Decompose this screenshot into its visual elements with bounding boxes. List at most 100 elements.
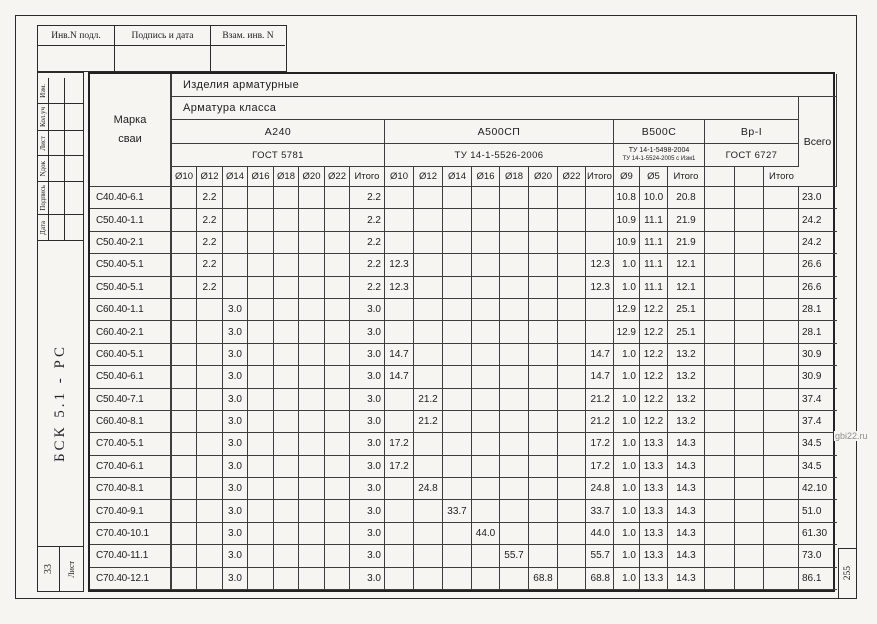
value-cell: 44.0 — [586, 522, 614, 546]
row-total-cell: 42.10 — [799, 478, 837, 501]
value-cell — [248, 478, 274, 501]
value-cell — [443, 298, 472, 322]
value-cell: 13.2 — [668, 343, 705, 367]
stamp-cell-vzam-inv: Взам. инв. N — [211, 26, 285, 46]
value-cell: 17.2 — [385, 433, 414, 456]
value-cell — [764, 366, 799, 389]
value-cell — [764, 254, 799, 277]
value-cell — [705, 388, 735, 411]
value-cell — [764, 343, 799, 367]
pile-mark-cell: С50.40-5.1 — [90, 276, 172, 299]
value-cell — [443, 254, 472, 277]
value-cell — [472, 321, 500, 344]
value-cell: 14.3 — [668, 433, 705, 456]
value-cell — [705, 276, 735, 299]
value-cell — [500, 433, 529, 456]
value-cell — [472, 231, 500, 255]
value-cell — [248, 276, 274, 299]
value-cell — [248, 298, 274, 322]
sheet-number: 33 — [43, 564, 54, 574]
revision-empty-cell — [65, 156, 83, 182]
value-cell: 3.0 — [223, 455, 248, 479]
value-cell — [172, 231, 197, 255]
row-total-cell: 86.1 — [799, 568, 837, 590]
value-cell — [558, 410, 586, 434]
revision-empty-cell — [65, 131, 83, 156]
value-cell — [705, 567, 735, 590]
value-cell — [274, 298, 299, 322]
value-cell — [735, 366, 764, 389]
value-cell: 20.8 — [668, 187, 705, 210]
value-cell: 3.0 — [223, 478, 248, 501]
value-cell — [325, 366, 350, 389]
pile-mark-cell: С70.40-9.1 — [90, 500, 172, 523]
pile-mark-cell: С60.40-1.1 — [90, 298, 172, 322]
value-cell — [172, 567, 197, 590]
value-cell — [172, 343, 197, 367]
value-cell — [735, 298, 764, 322]
group-standard-b500s: ТУ 14-1-5498-2004 ТУ 14-1-5524-2005 с Из… — [614, 144, 705, 167]
value-cell — [248, 433, 274, 456]
value-cell: 12.2 — [640, 321, 668, 344]
value-cell — [529, 276, 558, 299]
value-cell: 1.0 — [614, 366, 640, 389]
value-cell — [764, 455, 799, 479]
value-cell — [274, 187, 299, 210]
value-cell: 1.0 — [614, 545, 640, 568]
value-cell — [472, 254, 500, 277]
diameter-header-cell: Ø12 — [414, 167, 443, 187]
group-header-b500s: В500С — [614, 120, 705, 144]
value-cell — [325, 298, 350, 322]
value-cell — [414, 209, 443, 232]
value-cell: 3.0 — [350, 567, 385, 590]
value-cell: 14.3 — [668, 522, 705, 546]
revision-empty-cell — [49, 215, 65, 241]
value-cell — [248, 388, 274, 411]
pile-mark-cell: С40.40-6.1 — [90, 187, 172, 210]
value-cell: 14.3 — [668, 545, 705, 568]
row-total-cell: 30.9 — [799, 344, 837, 367]
value-cell: 68.8 — [586, 567, 614, 590]
value-cell: 13.3 — [640, 433, 668, 456]
value-cell — [223, 276, 248, 299]
value-cell: 13.3 — [640, 500, 668, 523]
value-cell — [529, 478, 558, 501]
column-header-grand-total: Всего — [799, 97, 837, 187]
value-cell: 2.2 — [350, 254, 385, 277]
value-cell — [558, 231, 586, 255]
field-koluch: Кол.уч — [39, 107, 47, 127]
value-cell: 2.2 — [350, 209, 385, 232]
value-cell — [299, 455, 325, 479]
value-cell — [197, 298, 223, 322]
value-cell — [414, 254, 443, 277]
value-cell — [385, 545, 414, 568]
value-cell — [172, 298, 197, 322]
value-cell — [299, 187, 325, 210]
value-cell — [764, 545, 799, 568]
stamp-empty-cell — [211, 46, 285, 71]
value-cell: 25.1 — [668, 321, 705, 344]
value-cell: 13.2 — [668, 388, 705, 411]
value-cell — [500, 366, 529, 389]
value-cell — [248, 567, 274, 590]
value-cell: 3.0 — [350, 366, 385, 389]
revision-empty-cell — [65, 182, 83, 215]
value-cell — [558, 545, 586, 568]
value-cell — [500, 276, 529, 299]
value-cell — [385, 500, 414, 523]
field-data: Дата — [39, 220, 47, 235]
value-cell — [325, 567, 350, 590]
value-cell — [223, 209, 248, 232]
value-cell — [558, 321, 586, 344]
value-cell: 3.0 — [350, 298, 385, 322]
value-cell: 12.1 — [668, 254, 705, 277]
value-cell — [385, 567, 414, 590]
value-cell — [325, 500, 350, 523]
value-cell — [443, 455, 472, 479]
value-cell — [558, 567, 586, 590]
value-cell — [443, 209, 472, 232]
value-cell: 3.0 — [350, 321, 385, 344]
value-cell — [299, 366, 325, 389]
value-cell — [735, 545, 764, 568]
value-cell — [705, 321, 735, 344]
